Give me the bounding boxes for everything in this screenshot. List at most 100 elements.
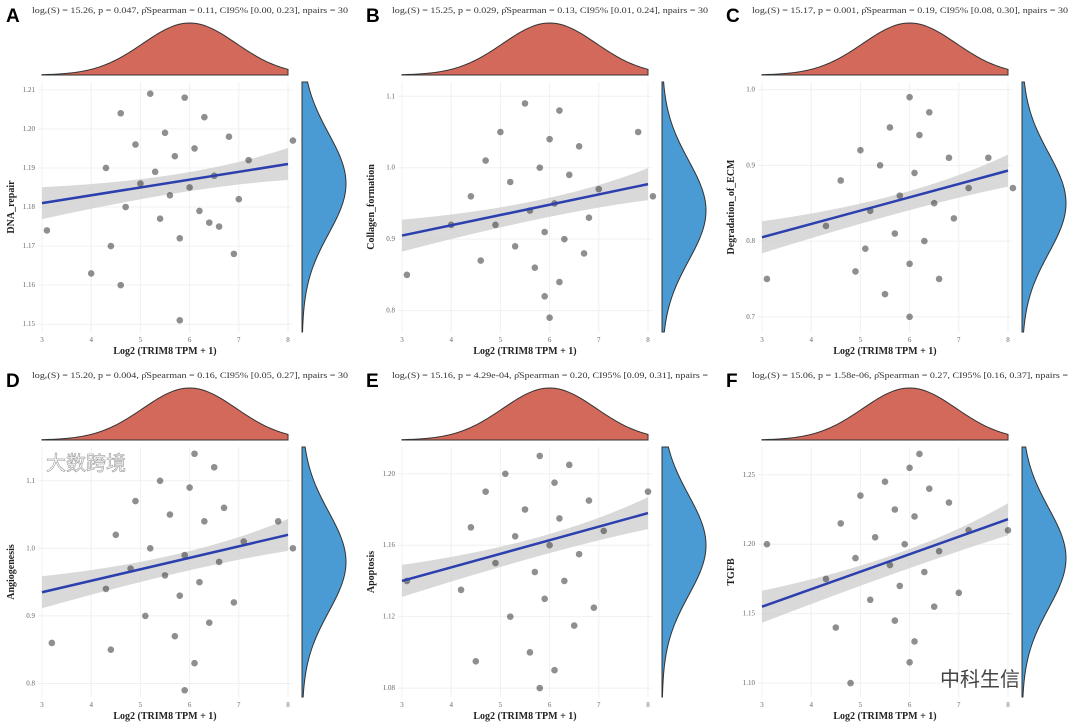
- x-tick-label: 7: [597, 336, 601, 344]
- y-tick-label: 1.1: [26, 477, 35, 485]
- x-axis-label: Log2 (TRIM8 TPM + 1): [833, 711, 936, 722]
- y-density-curve: [1021, 446, 1067, 698]
- y-tick-label: 1.16: [383, 541, 396, 549]
- data-point: [201, 518, 208, 525]
- data-point: [644, 488, 652, 495]
- x-tick-label: 8: [1006, 701, 1010, 709]
- data-point: [891, 506, 899, 513]
- y-axis-label: Apoptosis: [366, 551, 377, 593]
- regression-line: [761, 169, 1009, 239]
- data-point: [166, 191, 174, 199]
- data-point: [245, 156, 252, 164]
- panel-label: E: [366, 371, 379, 392]
- data-point: [531, 568, 539, 576]
- y-density-curve: [301, 81, 347, 333]
- x-tick-label: 8: [1006, 336, 1010, 344]
- data-point: [506, 613, 514, 620]
- data-point: [482, 157, 489, 164]
- data-point: [561, 235, 568, 243]
- data-point: [122, 203, 129, 211]
- data-point: [87, 270, 95, 277]
- x-density-curve: [761, 22, 1009, 76]
- data-point: [171, 152, 179, 160]
- data-point: [289, 137, 297, 144]
- y-tick-label: 1.08: [383, 684, 396, 692]
- y-tick-label: 1.15: [23, 320, 36, 328]
- data-point: [595, 185, 603, 193]
- regression-line: [41, 162, 289, 205]
- data-point: [556, 107, 563, 114]
- x-tick-label: 3: [40, 701, 44, 709]
- x-density-curve: [41, 22, 289, 76]
- stats-annotation: logₑ(S) = 15.26, p = 0.047, ρ̂Spearman =…: [32, 5, 348, 15]
- stats-annotation: logₑ(S) = 15.20, p = 0.004, ρ̂Spearman =…: [32, 370, 348, 380]
- data-point: [467, 524, 475, 531]
- y-axis-label: Collagen_formation: [366, 164, 377, 250]
- data-point: [871, 533, 879, 541]
- data-point: [186, 184, 193, 191]
- data-point: [837, 177, 845, 184]
- data-point: [575, 550, 583, 558]
- data-point: [565, 171, 573, 179]
- data-point: [156, 477, 164, 485]
- data-point: [161, 129, 169, 137]
- x-axis-label: Log2 (TRIM8 TPM + 1): [473, 346, 576, 357]
- data-point: [891, 617, 899, 624]
- data-point: [142, 612, 149, 620]
- data-point: [181, 551, 188, 559]
- regression-line: [761, 518, 1009, 608]
- x-tick-label: 7: [957, 701, 961, 709]
- data-point: [107, 242, 115, 250]
- data-point: [911, 169, 918, 177]
- data-point: [896, 582, 904, 590]
- data-point: [551, 479, 558, 487]
- x-tick-label: 3: [400, 336, 404, 344]
- data-point: [556, 515, 563, 522]
- data-point: [467, 192, 475, 200]
- y-tick-label: 1.19: [23, 164, 36, 172]
- data-point: [506, 178, 514, 186]
- data-point: [925, 485, 933, 492]
- data-point: [822, 222, 830, 230]
- data-point: [570, 622, 578, 629]
- x-tick-label: 3: [40, 336, 44, 344]
- data-point: [482, 488, 489, 495]
- data-point: [585, 497, 593, 504]
- data-point: [156, 215, 164, 223]
- data-point: [590, 604, 598, 612]
- data-point: [585, 214, 593, 222]
- panel-label: B: [366, 6, 380, 27]
- y-tick-label: 0.7: [746, 313, 755, 321]
- x-tick-label: 7: [597, 701, 601, 709]
- data-point: [906, 464, 913, 472]
- data-point: [191, 145, 198, 152]
- y-tick-label: 1.18: [23, 203, 36, 211]
- data-point: [102, 585, 110, 593]
- data-point: [945, 499, 953, 506]
- x-tick-label: 5: [859, 336, 863, 344]
- data-point: [886, 561, 894, 569]
- data-point: [847, 679, 854, 687]
- x-tick-label: 6: [188, 336, 192, 344]
- y-density-curve: [1021, 81, 1067, 333]
- data-point: [857, 492, 864, 499]
- data-point: [477, 257, 485, 264]
- data-point: [112, 531, 120, 539]
- x-tick-label: 4: [89, 336, 93, 344]
- data-point: [556, 278, 563, 286]
- y-tick-label: 1.0: [26, 544, 35, 552]
- data-point: [117, 281, 125, 289]
- x-tick-label: 8: [286, 701, 290, 709]
- y-tick-label: 1.25: [743, 471, 756, 479]
- x-density-curve: [401, 22, 649, 76]
- data-point: [901, 540, 908, 548]
- x-tick-label: 5: [499, 336, 503, 344]
- x-tick-label: 4: [809, 701, 813, 709]
- data-point: [600, 527, 608, 535]
- data-point: [866, 596, 874, 604]
- data-point: [502, 470, 509, 478]
- data-point: [881, 290, 889, 298]
- panel-label: F: [726, 371, 738, 392]
- data-point: [176, 592, 184, 599]
